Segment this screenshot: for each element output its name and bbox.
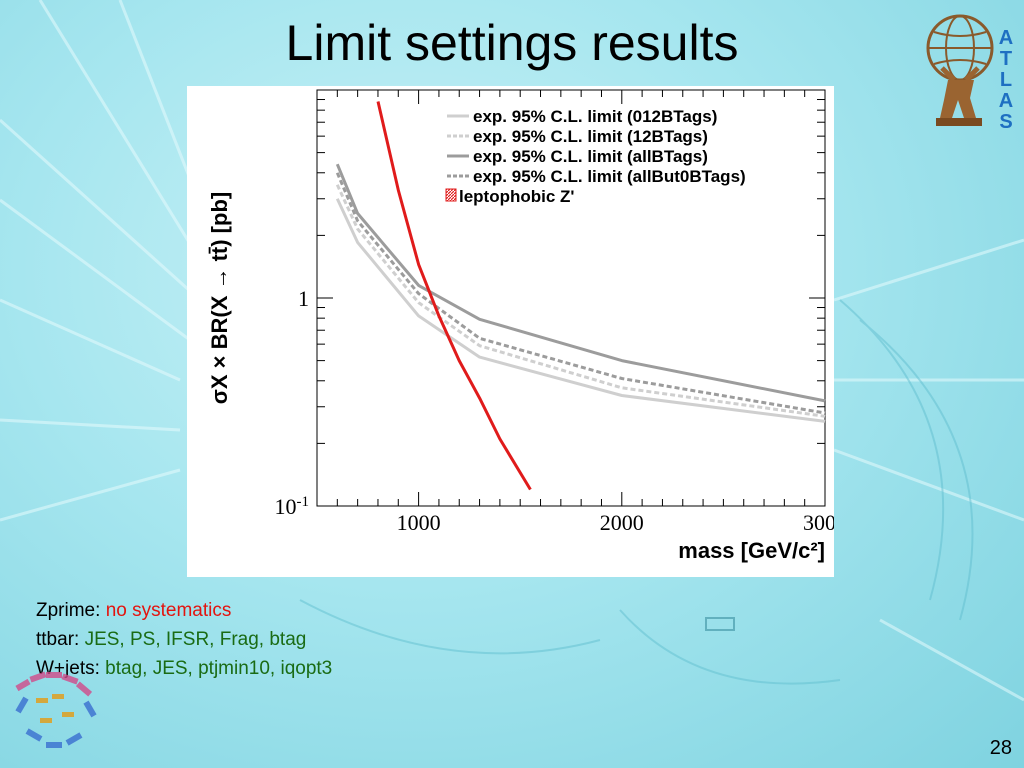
legend-label: leptophobic Z' xyxy=(459,187,574,206)
notes-block: Zprime: no systematics ttbar: JES, PS, I… xyxy=(36,596,332,683)
series-line-2 xyxy=(335,184,826,418)
note-line-zprime: Zprime: no systematics xyxy=(36,596,332,625)
legend-swatch xyxy=(445,188,457,202)
note-line-ttbar: ttbar: JES, PS, IFSR, Frag, btag xyxy=(36,625,332,654)
x-tick-label: 3000 xyxy=(803,510,834,535)
y-tick-label: 10-1 xyxy=(275,494,310,519)
logo-letter: A xyxy=(998,27,1014,49)
y-axis-label: σX × BR(X → tt̄) [pb] xyxy=(207,192,232,404)
x-axis-label: mass [GeV/c²] xyxy=(678,538,825,563)
detector-logo-icon xyxy=(15,671,97,748)
limit-chart: exp. 95% C.L. limit (012BTags)exp. 95% C… xyxy=(207,89,834,563)
atlas-logo-icon xyxy=(926,14,994,126)
logo-letter: S xyxy=(999,111,1013,133)
series-line-5 xyxy=(376,101,532,491)
y-tick-label: 1 xyxy=(298,286,309,311)
note-label: ttbar: xyxy=(36,629,85,650)
note-label: Zprime: xyxy=(36,600,106,621)
legend-label: exp. 95% C.L. limit (allBut0BTags) xyxy=(473,167,746,186)
legend-label: exp. 95% C.L. limit (012BTags) xyxy=(473,107,717,126)
logo-letter: L xyxy=(999,69,1013,91)
x-tick-label: 2000 xyxy=(600,510,644,535)
legend-label: exp. 95% C.L. limit (allBTags) xyxy=(473,147,708,166)
x-tick-label: 1000 xyxy=(397,510,441,535)
series-line-4 xyxy=(335,172,826,415)
slide-title: Limit settings results xyxy=(285,15,739,71)
note-value: no systematics xyxy=(105,600,232,621)
note-value: btag, JES, ptjmin10, iqopt3 xyxy=(105,658,333,679)
series-line-3 xyxy=(335,163,826,403)
legend-label: exp. 95% C.L. limit (12BTags) xyxy=(473,127,708,146)
page-number: 28 xyxy=(989,737,1012,759)
chart-panel: exp. 95% C.L. limit (012BTags) exp. 95% C… xyxy=(187,86,834,577)
logo-letter: T xyxy=(999,48,1013,70)
logo-letter: A xyxy=(998,90,1014,112)
note-value: JES, PS, IFSR, Frag, btag xyxy=(84,629,307,650)
